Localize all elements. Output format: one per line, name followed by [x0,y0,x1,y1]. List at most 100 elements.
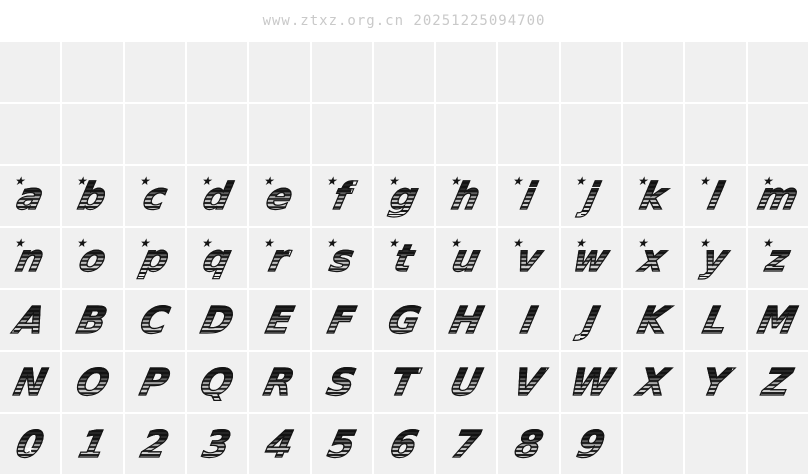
glyph-character: m [753,174,803,218]
glyph-cell-1: 1 [62,414,123,474]
glyph-character: Q [196,360,239,404]
glyph-cell-T: T [373,352,435,412]
glyph-cell-m: m ★ [747,166,808,226]
glyph-cell-Z: Z [747,352,808,412]
glyph-cell-W: W [560,352,622,412]
glyph-character: X [633,360,673,404]
glyph-cell-X: X [623,352,684,412]
glyph-character: a [12,174,48,218]
glyph-cell-I: I [498,290,559,350]
glyph-cell-c: c ★ [124,166,185,226]
glyph-cell-v: v ★ [498,228,559,288]
glyph-cell-4: 4 [249,414,310,474]
glyph-character: v [511,236,546,280]
glyph-character: 2 [136,422,173,466]
glyph-cell-J: J [560,290,622,350]
glyph-character: t [390,236,419,280]
empty-cell [560,42,622,102]
glyph-cell-A: A [0,290,61,350]
glyph-character: E [261,298,297,342]
empty-cell [436,104,497,164]
glyph-cell-S: S [311,352,372,412]
star-accent-icon: ★ [574,174,589,188]
empty-cell [186,104,248,164]
glyph-character: J [578,298,603,342]
glyph-cell-O: O [62,352,123,412]
glyph-cell-a: a ★ [0,166,61,226]
empty-cell [498,104,559,164]
glyph-character: q [198,236,236,280]
glyph-cell-M: M [747,290,808,350]
glyph-cell-0: 0 ★ [0,414,61,474]
glyph-cell-f: f ★ [311,166,372,226]
glyph-cell-j: j ★ [560,166,622,226]
glyph-cell-B: B [62,290,123,350]
glyph-cell-Y: Y [685,352,746,412]
glyph-character: M [754,298,802,342]
glyph-cell-K: K [623,290,684,350]
glyph-character: e [261,174,297,218]
empty-cell [747,104,808,164]
glyph-cell-t: t ★ [373,228,435,288]
glyph-character: Y [697,360,735,404]
glyph-cell-g: g ★ [373,166,435,226]
empty-cell [623,414,684,474]
glyph-character: R [260,360,300,404]
empty-cell [62,104,123,164]
glyph-character: 0 [12,422,49,466]
glyph-character: z [761,236,794,280]
glyph-character: y [698,236,733,280]
empty-cell [685,42,746,102]
glyph-cell-R: R [249,352,310,412]
empty-cell [747,42,808,102]
glyph-character: x [636,236,671,280]
glyph-cell-5: 5 [311,414,372,474]
glyph-character: 3 [199,422,236,466]
empty-cell [311,104,372,164]
glyph-cell-H: H [436,290,497,350]
empty-cell [124,104,185,164]
glyph-cell-U: U [436,352,497,412]
glyph-cell-r: r ★ [249,228,310,288]
glyph-character: O [71,360,114,404]
glyph-cell-h: h ★ [436,166,497,226]
glyph-cell-d: d ★ [186,166,248,226]
glyph-cell-3: 3 [186,414,248,474]
glyph-character: 5 [323,422,360,466]
glyph-cell-k: k ★ [623,166,684,226]
glyph-character: G [383,298,425,342]
glyph-cell-Q: Q [186,352,248,412]
glyph-cell-y: y ★ [685,228,746,288]
glyph-character: r [265,236,294,280]
glyph-character: n [11,236,49,280]
watermark-text: www.ztxz.org.cn 20251225094700 [262,13,546,29]
glyph-cell-w: w ★ [560,228,622,288]
glyph-cell-6: 6 [373,414,435,474]
glyph-cell-G: G [373,290,435,350]
glyph-character: D [196,298,238,342]
glyph-character: H [445,298,487,342]
glyph-character: T [386,360,422,404]
empty-cell [685,414,746,474]
glyph-character: l [704,174,728,218]
empty-cell [311,42,372,102]
glyph-character: g [385,174,423,218]
glyph-character: c [138,174,171,218]
glyph-character: 8 [510,422,547,466]
glyph-character: k [635,174,671,218]
glyph-cell-L: L [685,290,746,350]
glyph-cell-V: V [498,352,559,412]
glyph-character: K [633,298,673,342]
glyph-character: 7 [448,422,485,466]
glyph-cell-u: u ★ [436,228,497,288]
glyph-character: U [446,360,487,404]
glyph-character: p [136,236,174,280]
glyph-character: i [517,174,541,218]
glyph-character: N [9,360,51,404]
glyph-character: V [509,360,549,404]
glyph-cell-E: E [249,290,310,350]
glyph-character: S [323,360,361,404]
glyph-character: I [516,298,541,342]
empty-cell [124,42,185,102]
glyph-cell-l: l ★ [685,166,746,226]
